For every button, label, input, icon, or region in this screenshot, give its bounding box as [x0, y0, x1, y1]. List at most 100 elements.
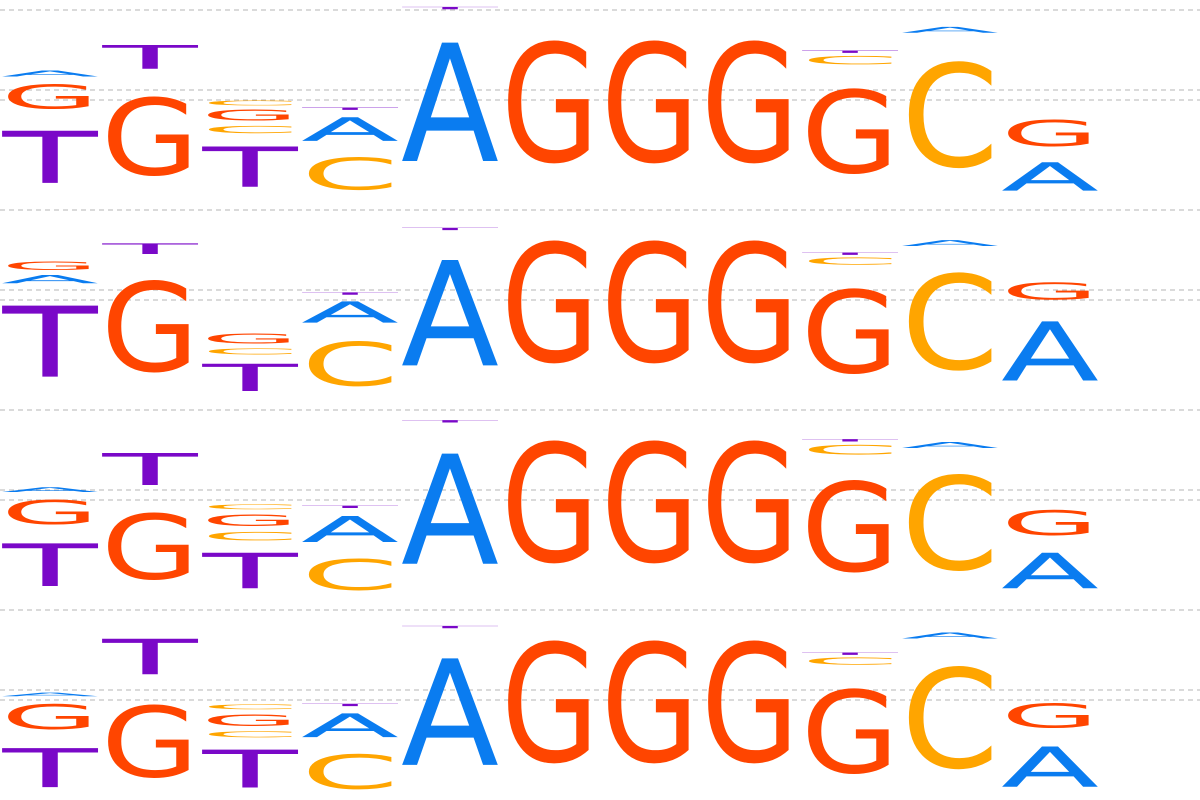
- nucleotide-G: G: [801, 668, 899, 800]
- logo-column-10: CA: [901, 631, 999, 800]
- logo-column-4: CAT: [301, 505, 399, 600]
- nucleotide-A: A: [301, 509, 399, 551]
- nucleotide-C: C: [301, 551, 399, 600]
- logo-column-9: GCT: [801, 50, 899, 200]
- nucleotide-G: G: [701, 12, 799, 201]
- nucleotide-T: T: [101, 630, 198, 687]
- logo-column-2: GT: [101, 240, 199, 400]
- logo-column-9: GCT: [801, 652, 899, 800]
- nucleotide-C: C: [901, 248, 999, 400]
- nucleotide-T: T: [201, 136, 298, 200]
- logo-column-6: G: [501, 12, 599, 201]
- logo-column-10: CA: [901, 25, 999, 200]
- logo-column-6: G: [501, 612, 599, 800]
- nucleotide-A: A: [301, 296, 399, 330]
- nucleotide-G: G: [1001, 697, 1099, 735]
- nucleotide-A: A: [401, 423, 499, 599]
- nucleotide-C: C: [201, 347, 299, 356]
- nucleotide-G: G: [1001, 503, 1099, 543]
- nucleotide-T: T: [201, 740, 299, 800]
- logo-column-5: AT: [401, 420, 499, 600]
- nucleotide-T: T: [401, 420, 499, 424]
- nucleotide-G: G: [1, 260, 99, 273]
- nucleotide-G: G: [1, 697, 99, 737]
- nucleotide-C: C: [201, 530, 299, 543]
- nucleotide-A: A: [401, 231, 499, 400]
- nucleotide-C: C: [901, 36, 999, 201]
- logo-column-4: CAT: [301, 292, 399, 400]
- logo-column-10: CA: [901, 440, 999, 599]
- logo-column-6: G: [501, 212, 599, 401]
- nucleotide-G: G: [201, 332, 299, 347]
- nucleotide-T: T: [401, 625, 499, 629]
- nucleotide-A: A: [901, 440, 999, 449]
- nucleotide-A: A: [1, 486, 99, 494]
- nucleotide-G: G: [501, 12, 599, 201]
- nucleotide-G: G: [501, 412, 599, 601]
- logo-column-5: AT: [401, 227, 499, 399]
- logo-column-2: GT: [101, 630, 199, 800]
- nucleotide-G: G: [501, 612, 599, 800]
- nucleotide-C: C: [301, 330, 399, 400]
- nucleotide-C: C: [801, 442, 899, 457]
- nucleotide-T: T: [1, 117, 99, 200]
- nucleotide-C: C: [301, 149, 399, 200]
- nucleotide-A: A: [401, 631, 499, 800]
- logo-column-7: G: [601, 612, 699, 800]
- nucleotide-A: A: [1, 69, 99, 78]
- nucleotide-C: C: [801, 54, 899, 67]
- nucleotide-A: A: [901, 25, 999, 34]
- logo-column-2: GT: [101, 444, 199, 599]
- nucleotide-T: T: [801, 50, 899, 54]
- nucleotide-G: G: [1001, 113, 1099, 155]
- logo-column-8: G: [701, 612, 799, 800]
- nucleotide-G: G: [801, 268, 899, 400]
- nucleotide-T: T: [201, 544, 298, 601]
- logo-column-10: CA: [901, 239, 999, 400]
- logo-column-4: CAT: [301, 703, 399, 800]
- nucleotide-T: T: [301, 703, 399, 707]
- logo-column-8: G: [701, 412, 799, 601]
- logo-column-11: AG: [1001, 697, 1099, 800]
- nucleotide-A: A: [1001, 544, 1099, 600]
- nucleotide-C: C: [901, 450, 999, 600]
- logo-column-9: GCT: [801, 439, 899, 601]
- nucleotide-G: G: [601, 412, 699, 601]
- logo-column-11: AG: [1001, 113, 1099, 200]
- nucleotide-G: G: [701, 412, 799, 601]
- nucleotide-G: G: [801, 68, 899, 200]
- logo-column-11: AG: [1001, 503, 1099, 600]
- nucleotide-G: G: [501, 212, 599, 401]
- nucleotide-G: G: [101, 259, 199, 400]
- nucleotide-T: T: [801, 439, 899, 443]
- nucleotide-T: T: [101, 240, 198, 257]
- nucleotide-C: C: [201, 703, 299, 711]
- nucleotide-T: T: [101, 444, 199, 495]
- nucleotide-C: C: [201, 503, 299, 511]
- nucleotide-A: A: [1001, 306, 1099, 400]
- nucleotide-T: T: [801, 652, 899, 656]
- nucleotide-A: A: [1001, 735, 1099, 800]
- nucleotide-T: T: [201, 356, 299, 400]
- nucleotide-A: A: [301, 707, 399, 745]
- logo-column-8: G: [701, 212, 799, 401]
- logo-column-1: TAG: [1, 260, 99, 400]
- logo-column-3: TCG: [201, 332, 299, 400]
- nucleotide-A: A: [1, 692, 99, 698]
- nucleotide-C: C: [201, 99, 299, 107]
- nucleotide-A: A: [1, 273, 99, 286]
- nucleotide-G: G: [601, 612, 699, 800]
- nucleotide-C: C: [201, 124, 299, 135]
- nucleotide-C: C: [801, 656, 899, 667]
- nucleotide-T: T: [301, 107, 399, 111]
- nucleotide-G: G: [701, 212, 799, 401]
- nucleotide-G: G: [1, 78, 99, 116]
- nucleotide-C: C: [901, 641, 999, 800]
- nucleotide-G: G: [601, 12, 699, 201]
- nucleotide-G: G: [101, 686, 199, 800]
- nucleotide-T: T: [1, 287, 98, 400]
